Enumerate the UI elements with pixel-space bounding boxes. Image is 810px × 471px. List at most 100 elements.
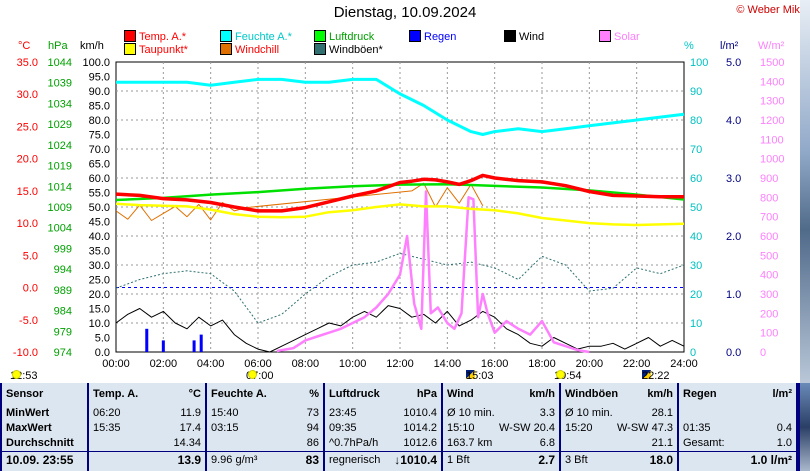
table-cell: Ø 10 min. 28.1 [565,407,673,419]
rain-tick-label: 1.0 [726,289,741,301]
humidity-tick-label: 80 [690,115,702,127]
solar-tick-label: 400 [760,270,778,282]
rain-tick-label: 0.0 [726,347,741,359]
solar-tick-label: 200 [760,308,778,320]
side-image [800,383,810,471]
temp-tick-label: 20.0 [17,154,38,166]
humidity-tick-label: 100 [690,57,708,69]
solar-tick-label: 1300 [760,96,784,108]
sunrise-icon [248,370,257,379]
table-label-column: Sensor MinWert MaxWert Durchschnitt 10.0… [2,383,87,471]
weather-chart: Dienstag, 10.09.2024 © Weber Mike Temp. … [0,4,810,383]
legend-gusts: Windböen* [314,43,383,57]
temp-tick-label: 25.0 [17,121,38,133]
pressure-tick-label: 1004 [48,223,72,235]
table-column-4: Windböen km/h Ø 10 min. 28.1 15:20 W-SW 47.3 2… [561,383,677,471]
wind-tick-label: 45.0 [89,217,110,229]
wind-tick-label: 60.0 [89,173,110,185]
series-line-taupunkt- [115,202,685,227]
table-column-0: Temp. A. °C 06:20 11.9 15:35 17.4 14.34 13.9 [89,383,205,471]
humidity-tick-label: 20 [690,289,702,301]
humidity-tick-label: 90 [690,86,702,98]
rain-tick-label: 4.0 [726,115,741,127]
pressure-tick-label: 1009 [48,202,72,214]
wind-tick-label: 25.0 [89,275,110,287]
table-row-label: 10.09. 23:55 [6,453,74,467]
table-cell: 03:15 94 [211,422,319,434]
x-tick-label: 06:00 [244,358,272,370]
table-cell: 06:20 11.9 [93,407,201,419]
humidity-tick-label: 50 [690,202,702,214]
rain-tick-label: 2.0 [726,231,741,243]
legend-label: Windböen* [329,44,383,56]
pressure-tick-label: 1044 [48,57,72,69]
pressure-tick-label: 1024 [48,140,72,152]
table-row-label: MinWert [6,407,50,419]
temp-tick-label: 0.0 [23,283,38,295]
moonset-icon [642,370,651,379]
wind-tick-label: 40.0 [89,231,110,243]
x-tick-label: 22:00 [623,358,651,370]
solar-tick-label: 0 [760,347,766,359]
x-tick-label: 04:00 [197,358,225,370]
temp-tick-label: 5.0 [23,250,38,262]
pressure-tick-label: 1014 [48,181,72,193]
rain-tick-label: 3.0 [726,173,741,185]
table-cell: 163.7 km 6.8 [447,437,555,449]
x-tick-label: 02:00 [150,358,178,370]
chart-title: Dienstag, 10.09.2024 [333,4,477,21]
series-line-windchill [115,182,484,221]
legend-swatch [314,43,326,56]
sun-icon [12,370,21,379]
wind-tick-label: 90.0 [89,86,110,98]
legend-humidity: Feuchte A.* [220,30,292,44]
x-tick-label: 20:00 [576,358,604,370]
legend-windchill: Windchill [220,43,280,57]
temp-tick-label: 10.0 [17,218,38,230]
table-cell: Ø 10 min. 3.3 [447,407,555,419]
legend-swatch [409,30,421,43]
table-cell: 3 Bft 18.0 [565,453,673,467]
plot-svg: 00:00 02:00 04:00 06:00 08:00 10:00 12:00 14:00… [13,57,785,370]
rain-axis-unit: l/m² [720,40,739,52]
legend-label: Feuchte A.* [235,31,292,43]
column-header: Temp. A. °C [93,388,201,400]
column-header: Feuchte A.% [211,388,319,400]
solar-tick-label: 800 [760,192,778,204]
solar-axis-unit: W/m² [758,40,785,52]
legend-pressure: Luftdruck [314,30,375,44]
wind-tick-label: 55.0 [89,188,110,200]
column-header: Luftdruck hPa [329,388,437,400]
wind-tick-label: 100.0 [82,57,110,69]
series-line-windb-en- [115,252,685,324]
legend-label: Temp. A.* [139,31,187,43]
stats-table: Sensor MinWert MaxWert Durchschnitt 10.0… [0,383,800,471]
legend-swatch [220,30,232,43]
legend-swatch [314,30,326,43]
table-cell: 09:35 1014.2 [329,422,437,434]
humidity-tick-label: 10 [690,318,702,330]
sun-moon-bar: 12:53 07:00 15:03 19:54 22:22 [0,370,810,383]
x-tick-label: 16:00 [481,358,509,370]
legend-label: Luftdruck [329,31,375,43]
table-cell: 13.9 [177,453,201,467]
x-tick-label: 14:00 [434,358,462,370]
legend-label: Windchill [235,44,280,56]
solar-tick-label: 1200 [760,115,784,127]
pressure-tick-label: 979 [54,326,72,338]
table-cell: 15:40 73 [211,407,319,419]
legend-label: Taupunkt* [139,44,188,56]
x-tick-label: 18:00 [528,358,556,370]
table-column-3: Wind km/h Ø 10 min. 3.3 15:10 W-SW 20.4 163.7 … [443,383,559,471]
table-cell: 15:20 W-SW 47.3 [565,422,673,434]
table-cell: 15:35 17.4 [93,422,201,434]
solar-tick-label: 1500 [760,57,784,69]
legend-label: Solar [614,31,640,43]
legend-swatch [220,43,232,56]
pressure-tick-label: 984 [54,306,72,318]
table-row-label: MaxWert [6,422,52,434]
table-cell: 23:45 1010.4 [329,407,437,419]
legend-label: Wind [519,31,545,43]
temp-tick-label: -5.0 [19,315,38,327]
pressure-tick-label: 1029 [48,119,72,131]
